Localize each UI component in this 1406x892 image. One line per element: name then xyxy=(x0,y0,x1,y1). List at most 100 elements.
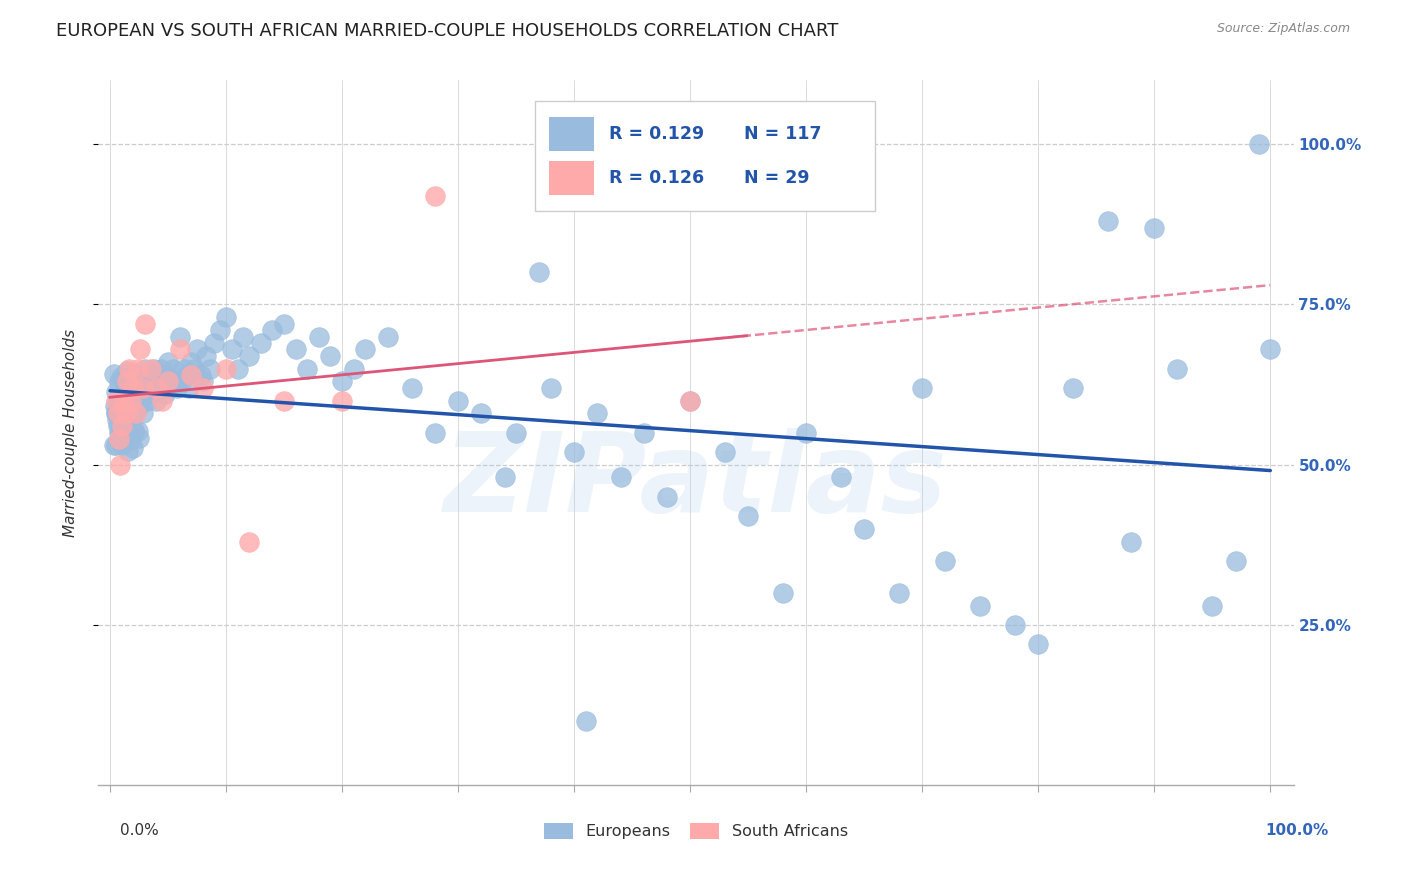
Point xyxy=(714,445,737,459)
Point xyxy=(117,444,139,458)
Text: R = 0.126: R = 0.126 xyxy=(609,169,704,187)
Point xyxy=(238,349,260,363)
Point xyxy=(129,343,152,357)
Point xyxy=(124,381,146,395)
Point xyxy=(157,355,180,369)
Point xyxy=(1097,214,1119,228)
Point xyxy=(115,364,138,378)
Point xyxy=(162,361,184,376)
Point xyxy=(191,375,214,389)
Point xyxy=(122,368,145,382)
Point xyxy=(117,375,139,389)
Point xyxy=(1201,599,1223,613)
Point xyxy=(117,361,139,376)
Point xyxy=(122,381,145,395)
Point xyxy=(215,310,238,325)
Point xyxy=(104,438,127,452)
Point xyxy=(209,323,232,337)
Point xyxy=(118,409,141,423)
Point xyxy=(150,361,173,376)
Point xyxy=(470,406,492,420)
Point xyxy=(586,406,609,420)
Point xyxy=(1143,220,1166,235)
Point xyxy=(122,400,145,414)
Point xyxy=(117,393,139,408)
Point xyxy=(423,188,446,202)
Point xyxy=(143,381,166,395)
Point xyxy=(122,406,145,420)
Point xyxy=(401,381,423,395)
Point xyxy=(104,406,127,420)
Point xyxy=(195,349,218,363)
Point xyxy=(143,361,166,376)
Point xyxy=(186,343,208,357)
Point xyxy=(117,406,139,420)
Point xyxy=(308,329,330,343)
Point xyxy=(148,368,170,382)
Point xyxy=(124,393,146,408)
Point xyxy=(115,392,138,406)
Point xyxy=(911,381,934,395)
Point xyxy=(107,419,129,434)
Point xyxy=(111,393,134,408)
Point xyxy=(1004,617,1026,632)
Text: N = 117: N = 117 xyxy=(744,125,821,143)
Point xyxy=(127,424,149,438)
Point xyxy=(110,370,132,384)
Point xyxy=(114,400,136,414)
Point xyxy=(124,406,146,420)
Point xyxy=(110,458,132,472)
Point xyxy=(494,470,516,484)
Point xyxy=(112,401,135,416)
Point xyxy=(108,432,131,446)
Point xyxy=(103,368,125,382)
Point xyxy=(120,433,142,447)
Point xyxy=(127,378,149,392)
Point xyxy=(111,413,134,427)
Text: Source: ZipAtlas.com: Source: ZipAtlas.com xyxy=(1216,22,1350,36)
Point xyxy=(139,361,162,376)
Point xyxy=(131,393,153,408)
Point xyxy=(108,425,131,440)
Point xyxy=(177,381,200,395)
Point xyxy=(169,343,191,357)
Point xyxy=(180,368,202,382)
Point xyxy=(169,329,191,343)
Point xyxy=(737,508,759,523)
Point xyxy=(138,381,160,395)
Point xyxy=(120,387,142,401)
Point xyxy=(128,387,150,401)
Point xyxy=(250,335,273,350)
Point xyxy=(887,586,910,600)
Point xyxy=(117,413,139,427)
FancyBboxPatch shape xyxy=(548,117,595,151)
Point xyxy=(183,361,205,376)
Point xyxy=(115,419,138,434)
Point xyxy=(284,343,307,357)
Point xyxy=(575,714,598,728)
Point xyxy=(153,387,176,401)
Point xyxy=(136,375,159,389)
Point xyxy=(122,423,145,437)
Point xyxy=(129,368,152,382)
Point xyxy=(163,375,186,389)
Point xyxy=(173,361,195,376)
Point xyxy=(145,381,167,395)
Point xyxy=(794,425,817,440)
Point xyxy=(297,361,319,376)
Point xyxy=(127,400,149,414)
Point xyxy=(176,368,198,382)
Point xyxy=(136,393,159,408)
Point xyxy=(330,375,353,389)
Point xyxy=(232,329,254,343)
Point xyxy=(142,375,165,389)
Point xyxy=(633,425,655,440)
Point xyxy=(238,534,260,549)
Point xyxy=(112,393,135,408)
Point xyxy=(273,393,295,408)
Point xyxy=(166,381,188,395)
Point xyxy=(141,387,163,401)
Point xyxy=(772,586,794,600)
Point xyxy=(121,442,143,456)
Point xyxy=(505,425,527,440)
